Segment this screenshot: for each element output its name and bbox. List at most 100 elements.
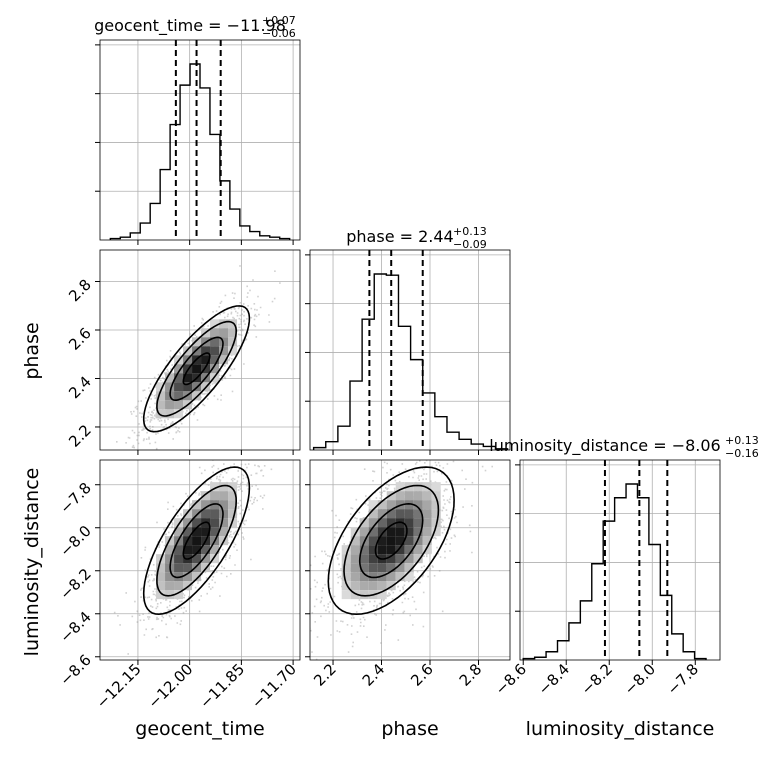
density-cell: [201, 500, 211, 510]
density-cell: [377, 563, 387, 573]
density-cell: [386, 554, 396, 564]
density-cell: [368, 500, 378, 510]
ylabel-phase: phase: [21, 322, 43, 379]
density-cell: [350, 545, 360, 555]
density-cell: [404, 554, 414, 564]
density-cell: [341, 590, 351, 600]
density-cell: [228, 346, 238, 356]
density-cell: [422, 536, 432, 546]
density-cell: [228, 509, 238, 519]
contour-level-3: [142, 466, 251, 616]
density-cell: [377, 581, 387, 591]
density-cell: [201, 509, 211, 519]
density-cell: [404, 572, 414, 582]
hist-panel-luminosity_distance: [515, 459, 721, 665]
panel-frame: [519, 459, 721, 661]
y-tick-label-luminosity_distance: −8.4: [56, 608, 94, 646]
density-cell: [192, 500, 202, 510]
density-cell: [395, 491, 405, 501]
density-cell: [359, 572, 369, 582]
x-tick-label-luminosity_distance: −8.4: [535, 660, 573, 698]
title-geocent-time: geocent_time = −11.98: [94, 16, 286, 36]
density-cell: [174, 400, 184, 410]
histogram-step-luminosity_distance: [522, 483, 707, 660]
density-cell: [174, 382, 184, 392]
density-cell: [395, 545, 405, 555]
density-cell: [404, 545, 414, 555]
x-tick-label-phase: 2.2: [310, 660, 340, 690]
density-cell: [201, 545, 211, 555]
title-geocent-time-lower: −0.06: [262, 27, 296, 40]
density-cell: [174, 373, 184, 383]
density-cell: [431, 500, 441, 510]
density-cell: [368, 581, 378, 591]
density-cell: [210, 554, 220, 564]
density-cell: [201, 355, 211, 365]
density-cell: [413, 527, 423, 537]
density-cell: [210, 491, 220, 501]
xlabel-geocent-time: geocent_time: [135, 718, 264, 740]
density-cell: [201, 346, 211, 356]
density-cell: [174, 391, 184, 401]
density-cell: [386, 509, 396, 519]
density-cell: [413, 500, 423, 510]
density-cell: [210, 328, 220, 338]
xlabel-luminosity-distance: luminosity_distance: [526, 718, 715, 740]
x-tick-label-luminosity_distance: −8.6: [492, 660, 530, 698]
density-cell: [377, 518, 387, 528]
density-cell: [386, 527, 396, 537]
density-cell: [341, 572, 351, 582]
density-cell: [377, 545, 387, 555]
density-cell: [210, 337, 220, 347]
density-cell: [368, 518, 378, 528]
density-cell: [201, 527, 211, 537]
density-cell: [183, 563, 193, 573]
density-cell: [404, 536, 414, 546]
density-cell: [174, 409, 184, 419]
density-cell: [431, 509, 441, 519]
density-cell: [422, 500, 432, 510]
density-cell: [377, 509, 387, 519]
density-cell: [368, 545, 378, 555]
density-cell: [404, 518, 414, 528]
scatter-panel-phase-vs-geocent_time: [95, 249, 301, 455]
density-cell: [368, 509, 378, 519]
density-cell: [341, 563, 351, 573]
density-cell: [395, 554, 405, 564]
xlabel-phase: phase: [381, 718, 438, 740]
density-cell: [219, 518, 229, 528]
density-cell: [192, 518, 202, 528]
density-cell: [219, 500, 229, 510]
density-cell: [359, 518, 369, 528]
density-cell: [350, 590, 360, 600]
density-cell: [165, 554, 175, 564]
contour-level-2: [343, 484, 440, 597]
density-cell: [386, 563, 396, 573]
density-cell: [192, 337, 202, 347]
contour-level-0: [182, 521, 211, 560]
density-cell: [422, 482, 432, 492]
density-cell: [395, 572, 405, 582]
density-cell: [422, 527, 432, 537]
density-cell: [228, 491, 238, 501]
panel-frame: [99, 459, 301, 661]
contour-level-1: [169, 336, 224, 401]
density-cell: [201, 491, 211, 501]
density-cell: [192, 572, 202, 582]
density-cell: [413, 482, 423, 492]
density-cell: [165, 581, 175, 591]
y-tick-label-luminosity_distance: −8.0: [56, 522, 94, 560]
density-cell: [183, 581, 193, 591]
density-cell: [359, 581, 369, 591]
title-phase: phase = 2.44: [346, 227, 453, 246]
hist-panel-geocent_time: [95, 39, 301, 245]
density-cell: [192, 554, 202, 564]
density-cell: [386, 572, 396, 582]
density-cell: [174, 518, 184, 528]
hist-panel-phase: [305, 249, 511, 455]
contour-level-3: [142, 305, 251, 433]
density-cell: [413, 509, 423, 519]
density-cell: [156, 400, 166, 410]
density-cell: [386, 491, 396, 501]
density-cell: [422, 545, 432, 555]
